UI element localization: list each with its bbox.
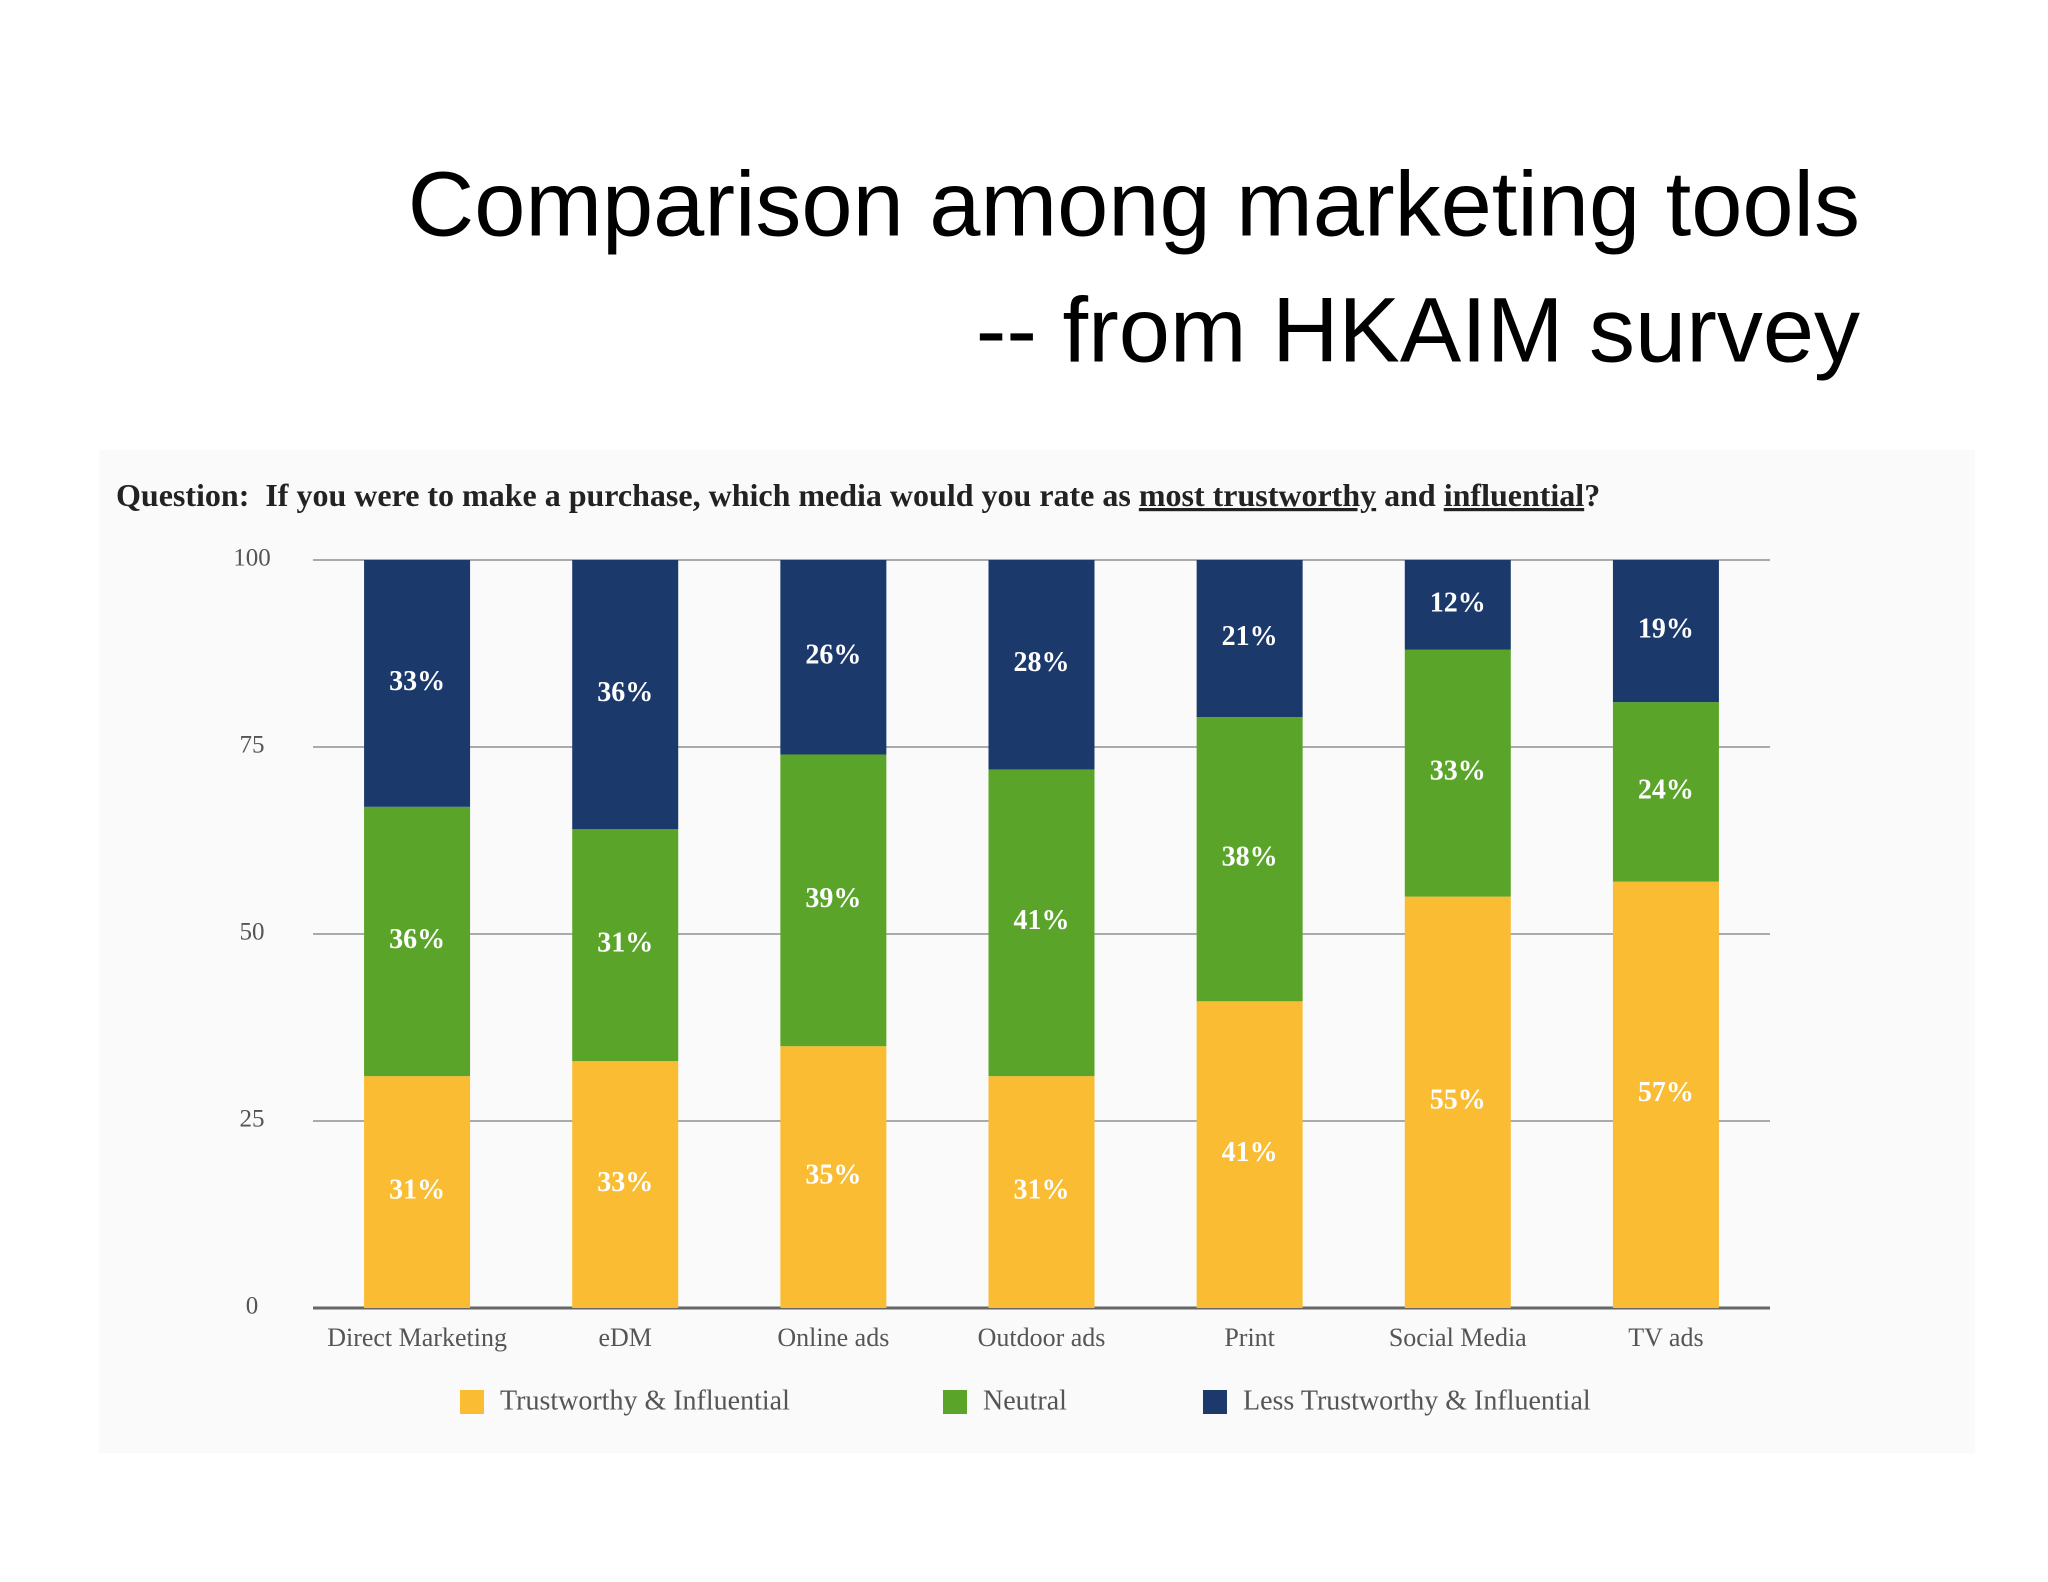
y-tick-label: 75 [240,732,265,759]
bar-segment [1612,881,1719,1308]
bar-segment [364,1076,471,1308]
data-label: 57% [1638,1077,1694,1108]
bar-segment [780,1046,887,1308]
bar-segment [572,560,679,830]
bar-segment [572,1061,679,1308]
data-label: 33% [597,1167,653,1198]
x-tick-label: eDM [598,1323,651,1352]
data-label: 35% [805,1160,861,1191]
subtitle-part: Question: If you were to make a purchase… [116,477,1139,513]
bar-segment [1196,560,1303,718]
y-tick-label: 0 [246,1293,259,1320]
legend-label: Trustworthy & Influential [500,1385,790,1416]
x-tick-label: Social Media [1389,1323,1527,1352]
bar-segment [780,754,887,1047]
legend-swatch [943,1390,967,1414]
data-label: 38% [1222,842,1278,873]
data-label: 21% [1222,621,1278,652]
data-label: 31% [1014,1174,1070,1205]
x-tick-label: Outdoor ads [978,1323,1106,1352]
bar-segment [988,560,1095,770]
data-label: 41% [1222,1137,1278,1168]
data-label: 36% [597,677,653,708]
bar-segment [364,806,471,1077]
data-label: 55% [1430,1085,1486,1116]
y-tick-label: 50 [240,919,265,946]
data-label: 36% [389,924,445,955]
bar-segment [780,560,887,755]
data-label: 31% [389,1174,445,1205]
x-tick-label: TV ads [1628,1323,1703,1352]
bar-segment [572,829,679,1062]
bar-segment [988,1076,1095,1308]
x-tick-label: Online ads [777,1323,889,1352]
bar-segment [1196,717,1303,1002]
bar-segment [988,769,1095,1077]
bar-segment [364,560,471,807]
x-tick-label: Direct Marketing [327,1323,507,1352]
chart-subtitle: Question: If you were to make a purchase… [116,477,1600,513]
data-label: 31% [597,928,653,959]
data-label: 12% [1430,587,1486,618]
data-label: 19% [1638,613,1694,644]
x-tick-label: Print [1224,1323,1275,1352]
bar-segment [1404,896,1511,1308]
data-label: 28% [1014,647,1070,678]
data-label: 24% [1638,774,1694,805]
y-tick-label: 25 [240,1106,265,1133]
bar-segment [1404,649,1511,897]
legend-label: Neutral [983,1385,1067,1416]
subtitle-part: ? [1584,477,1600,513]
data-label: 39% [805,883,861,914]
subtitle-part: influential [1444,477,1585,513]
legend-label: Less Trustworthy & Influential [1243,1385,1591,1416]
bar-segment [1612,702,1719,882]
bar-segment [1404,560,1511,650]
y-tick-label: 100 [233,545,271,572]
data-label: 33% [389,666,445,697]
chart-title: -- from HKAIM survey [976,279,1860,381]
bar-segment [1196,1001,1303,1308]
data-label: 33% [1430,756,1486,787]
chart-title: Comparison among marketing tools [408,153,1860,255]
subtitle-part: most trustworthy [1139,477,1376,513]
data-label: 41% [1014,905,1070,936]
legend-swatch [460,1390,484,1414]
subtitle-part: and [1376,477,1444,513]
data-label: 26% [805,640,861,671]
bar-segment [1612,560,1719,703]
legend-swatch [1203,1390,1227,1414]
